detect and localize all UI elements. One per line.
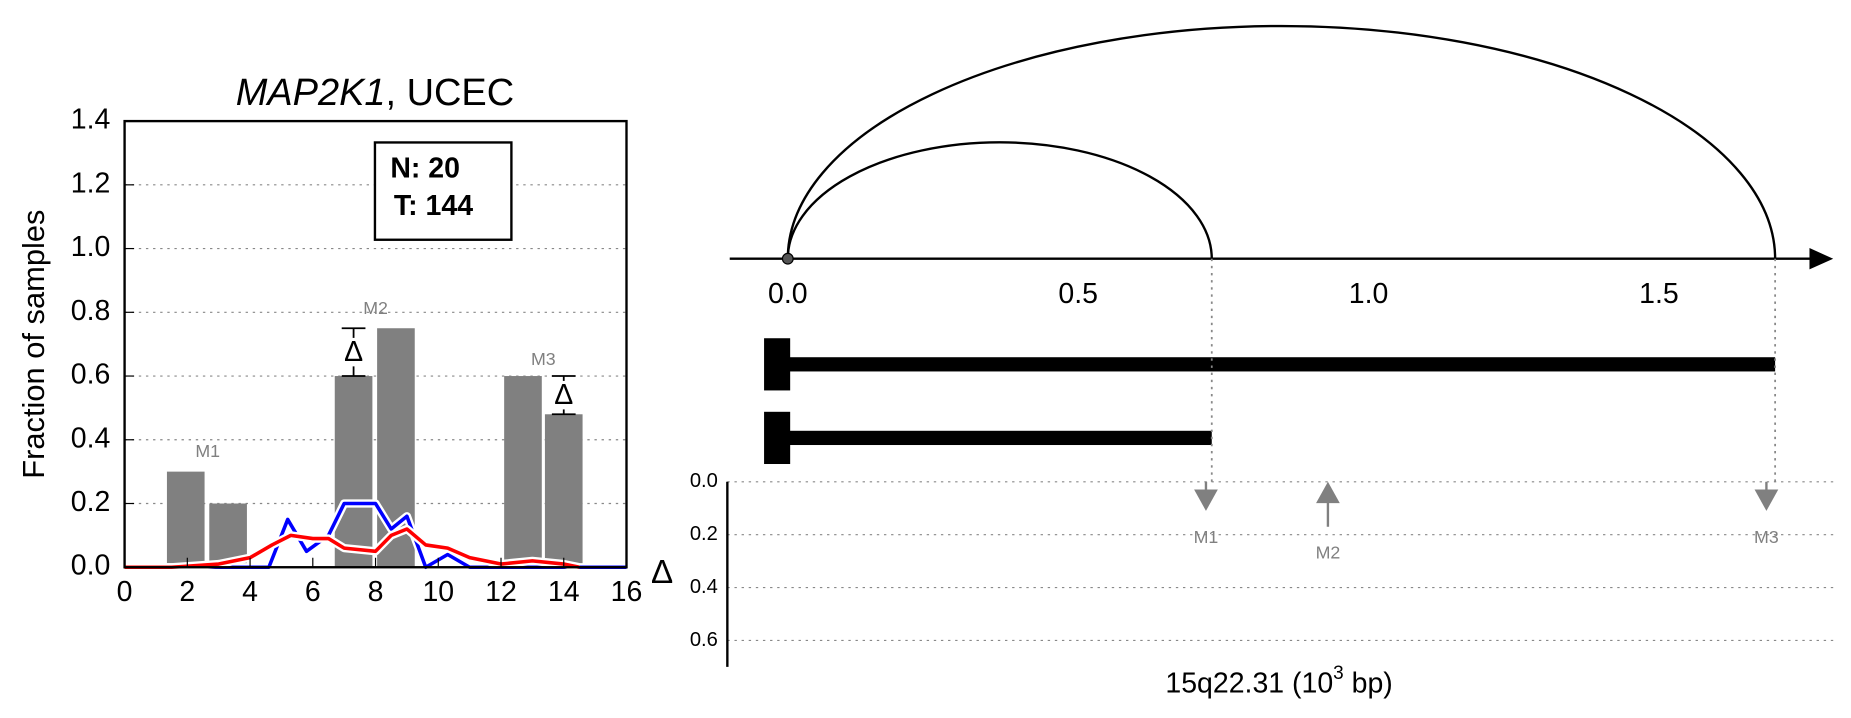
segment [787, 430, 1212, 446]
x-tick-label: 8 [368, 576, 384, 608]
count-label: T: 144 [394, 190, 473, 222]
x-tick-label: 14 [548, 576, 580, 608]
group-label: M1 [195, 441, 220, 461]
x-tick-label: 4 [242, 576, 258, 608]
x-tick-label: 0.0 [768, 278, 808, 310]
group-label: M3 [531, 349, 556, 369]
x-tick-label: 12 [485, 576, 517, 608]
y-tick-label: 0.6 [71, 359, 111, 391]
x-tick-label: 16 [611, 576, 643, 608]
y-tick-label: 1.2 [71, 167, 111, 199]
delta-bg [340, 337, 367, 367]
delta-arrow-head [1316, 481, 1340, 504]
arrow-label: M3 [1754, 527, 1779, 547]
segment-cap [764, 338, 791, 391]
bar [544, 414, 583, 568]
chart-title: MAP2K1, UCEC [236, 72, 514, 114]
line [124, 501, 627, 570]
y-tick-label: 0.6 [690, 629, 718, 651]
segment-cap [764, 411, 791, 465]
title-gene: MAP2K1 [236, 72, 386, 114]
xlabel-sup: 3 [1333, 663, 1344, 684]
x-tick-label: 10 [422, 576, 454, 608]
x-tick-label: 1.0 [1349, 278, 1389, 310]
count-label: N: 20 [390, 152, 460, 184]
group-label: M2 [363, 298, 388, 318]
arc [786, 25, 1777, 259]
segment [787, 357, 1776, 372]
count-box [373, 141, 513, 241]
xlabel-part: bp) [1344, 667, 1393, 699]
xlabel-part: 15q22.31 (10 [1165, 667, 1333, 699]
y-tick-label: 0.4 [690, 576, 718, 598]
delta-symbol: Δ [554, 379, 573, 411]
delta-bg [550, 380, 577, 410]
x-tick-label: 2 [179, 576, 195, 608]
x-tick-label: 0 [117, 576, 133, 608]
bar [504, 376, 542, 568]
title-rest: , UCEC [386, 72, 515, 114]
arc [786, 141, 1213, 259]
x-axis-label: 15q22.31 (103 bp) [1165, 663, 1392, 699]
y-tick-label: 0.2 [690, 523, 718, 545]
y-tick-label: 0.0 [71, 550, 111, 582]
origin-dot [781, 252, 794, 265]
x-tick-label: 1.5 [1639, 278, 1679, 310]
y-axis-label: Fraction of samples [16, 210, 51, 479]
x-tick-label: 0.5 [1058, 278, 1098, 310]
arrow-label: M1 [1194, 527, 1219, 547]
bar [166, 471, 205, 568]
y-tick-label: 1.0 [71, 231, 111, 263]
delta-arrow-head [1194, 489, 1218, 511]
delta-arrow-head [1754, 489, 1779, 511]
y-tick-label: 0.4 [71, 422, 111, 454]
y-tick-label: 0.0 [690, 470, 718, 492]
delta-axis-label: Δ [651, 554, 673, 591]
y-tick-label: 0.2 [71, 486, 111, 518]
delta-symbol: Δ [344, 336, 363, 368]
x-tick-label: 6 [305, 576, 321, 608]
axis-arrow [1809, 248, 1834, 270]
y-tick-label: 1.4 [71, 104, 111, 136]
arrow-label: M2 [1316, 543, 1341, 563]
y-tick-label: 0.8 [71, 295, 111, 327]
bar [334, 376, 373, 568]
